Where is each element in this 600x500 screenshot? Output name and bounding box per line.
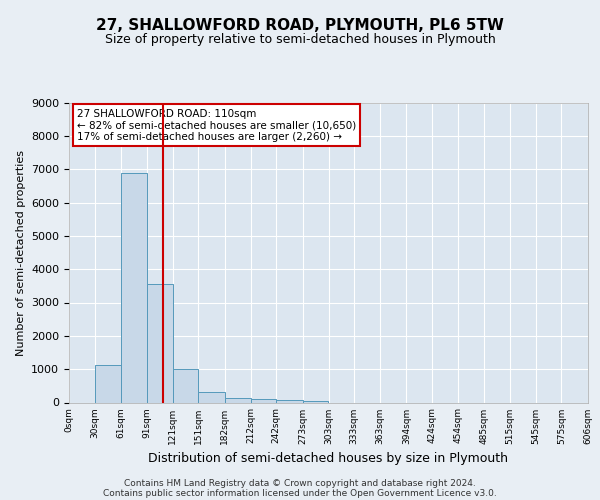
Bar [225, 398, 251, 402]
Text: 27 SHALLOWFORD ROAD: 110sqm
← 82% of semi-detached houses are smaller (10,650)
1: 27 SHALLOWFORD ROAD: 110sqm ← 82% of sem… [77, 108, 356, 142]
Text: Contains public sector information licensed under the Open Government Licence v3: Contains public sector information licen… [103, 488, 497, 498]
Bar [173, 369, 199, 402]
Bar [251, 399, 276, 402]
Bar [95, 365, 121, 403]
Bar [276, 400, 303, 402]
Bar [147, 284, 173, 403]
Text: Size of property relative to semi-detached houses in Plymouth: Size of property relative to semi-detach… [104, 32, 496, 46]
Y-axis label: Number of semi-detached properties: Number of semi-detached properties [16, 150, 26, 356]
Bar [199, 392, 225, 402]
Text: Contains HM Land Registry data © Crown copyright and database right 2024.: Contains HM Land Registry data © Crown c… [124, 478, 476, 488]
Bar [121, 173, 147, 402]
X-axis label: Distribution of semi-detached houses by size in Plymouth: Distribution of semi-detached houses by … [149, 452, 509, 465]
Text: 27, SHALLOWFORD ROAD, PLYMOUTH, PL6 5TW: 27, SHALLOWFORD ROAD, PLYMOUTH, PL6 5TW [96, 18, 504, 32]
Bar [303, 400, 329, 402]
